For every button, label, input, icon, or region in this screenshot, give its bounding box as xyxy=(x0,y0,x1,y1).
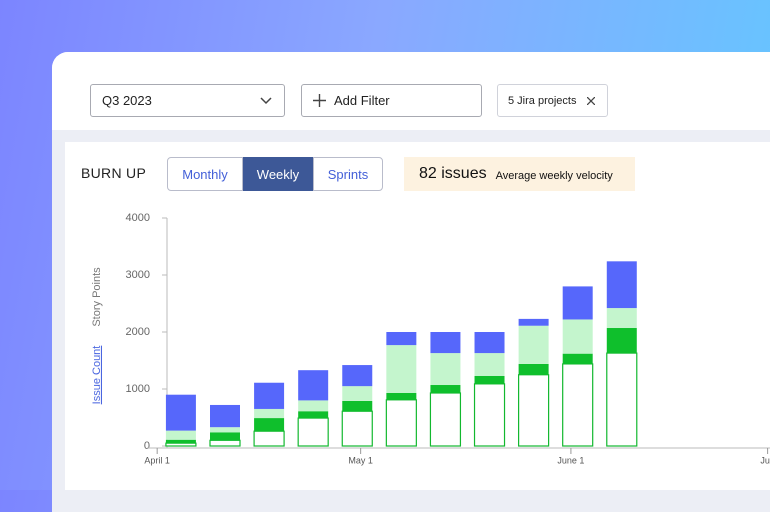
bar-segment xyxy=(430,353,461,386)
bar-segment xyxy=(298,411,329,419)
y-tick-label: 3000 xyxy=(126,269,150,281)
bar-segment xyxy=(474,332,505,354)
bar-segment xyxy=(342,365,373,387)
bar-segment xyxy=(386,392,417,400)
bar-segment xyxy=(210,432,240,441)
bar-segment xyxy=(606,352,638,447)
tab[interactable]: Sprints xyxy=(313,157,383,191)
period-value: Q3 2023 xyxy=(102,93,152,108)
bar-segment xyxy=(430,332,461,354)
y-tick-label: 4000 xyxy=(126,212,150,224)
chevron xyxy=(260,97,272,105)
x-tick-label: April 1 xyxy=(144,455,170,465)
bar-segment xyxy=(209,439,241,447)
bar-segment xyxy=(297,417,329,447)
add-filter-button[interactable]: Add Filter xyxy=(301,84,482,117)
x-tick-label: Jun xyxy=(760,455,770,465)
bar-segment xyxy=(562,286,593,320)
x-tick-label: June 1 xyxy=(557,455,584,465)
bar-segment xyxy=(342,400,373,412)
projects-chip[interactable]: 5 Jira projects xyxy=(497,84,608,117)
bar-segment xyxy=(253,430,285,447)
bar-segment xyxy=(518,374,550,447)
tab[interactable]: Weekly xyxy=(243,157,313,191)
bar-segment xyxy=(165,394,196,431)
bar-segment xyxy=(474,375,505,384)
tab[interactable]: Monthly xyxy=(167,157,243,191)
bar-segment xyxy=(474,353,505,376)
y-tick-label: 0 xyxy=(144,440,150,452)
bar-segment xyxy=(518,363,549,375)
y-tick-label: 1000 xyxy=(126,383,150,395)
plus-icon xyxy=(313,94,326,107)
bar-segment xyxy=(473,383,506,447)
velocity-badge: 82 issues Average weekly velocity xyxy=(404,157,635,191)
bar-segment xyxy=(341,410,373,447)
bar-segment xyxy=(606,308,637,329)
projects-label: 5 Jira projects xyxy=(508,94,577,107)
bar-segment xyxy=(562,353,593,364)
bar-segment xyxy=(298,370,329,401)
bar-segment xyxy=(165,430,196,440)
bar-segment xyxy=(165,439,196,444)
bar-segment xyxy=(210,404,240,428)
bar-segment xyxy=(386,345,417,393)
velocity-label: Average weekly velocity xyxy=(495,170,613,182)
bar-segment xyxy=(165,442,197,447)
y-tick-label: 2000 xyxy=(126,326,150,338)
bar-segment xyxy=(254,408,285,419)
period-dropdown[interactable]: Q3 2023 xyxy=(90,84,285,117)
bar-segment xyxy=(210,427,240,433)
chart-title: BURN UP xyxy=(81,165,147,181)
close-icon[interactable] xyxy=(587,97,595,105)
y-axis-label: Story Points xyxy=(91,267,103,327)
bar-segment xyxy=(562,319,593,354)
bar-segment xyxy=(385,399,417,447)
bar-segment xyxy=(606,328,637,354)
bar-segment xyxy=(562,363,594,447)
chart: Story Points Issue Count 0 1000 2000 3000 40… xyxy=(91,212,770,465)
x-tick-label: May 1 xyxy=(348,455,373,465)
bar-segment xyxy=(429,392,462,447)
velocity-value: 82 issues xyxy=(419,165,487,182)
bar-segment xyxy=(298,400,329,412)
bar-segment xyxy=(386,332,417,346)
bar-segment xyxy=(254,418,285,432)
bar-segment xyxy=(518,325,549,364)
bar-segment xyxy=(518,318,549,326)
bar-segment xyxy=(254,382,285,409)
bar-segment xyxy=(342,386,373,401)
bar-segment xyxy=(606,261,637,309)
bar-segment xyxy=(430,385,461,393)
add-filter-label: Add Filter xyxy=(334,93,390,108)
y-axis-alt-label[interactable]: Issue Count xyxy=(91,346,103,405)
